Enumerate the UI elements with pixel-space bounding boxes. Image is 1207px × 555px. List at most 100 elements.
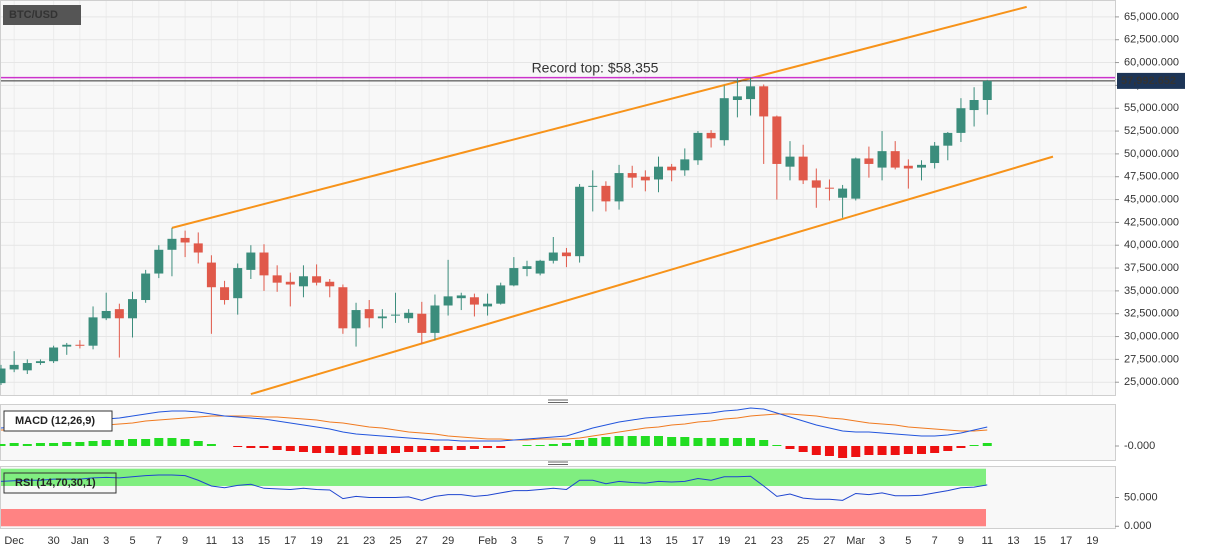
macd-histogram-bar bbox=[732, 438, 742, 446]
candle-body bbox=[903, 165, 913, 169]
x-tick-label: 17 bbox=[1060, 535, 1072, 547]
macd-histogram-bar bbox=[351, 446, 361, 455]
x-tick-label: 13 bbox=[639, 535, 651, 547]
chart-title: BTC/USD bbox=[9, 9, 58, 21]
y-tick-label: 65,000.000 bbox=[1124, 11, 1179, 23]
macd-histogram-bar bbox=[811, 446, 821, 455]
y-tick-label: 60,000.000 bbox=[1124, 56, 1179, 68]
macd-histogram-bar bbox=[575, 440, 585, 446]
macd-histogram-bar bbox=[0, 444, 6, 446]
candle-body bbox=[35, 361, 45, 364]
candle-body bbox=[0, 368, 6, 384]
candle-body bbox=[640, 176, 650, 181]
macd-histogram-bar bbox=[417, 446, 427, 452]
macd-histogram-bar bbox=[667, 437, 677, 446]
panel-handle[interactable] bbox=[548, 399, 568, 403]
macd-histogram-bar bbox=[233, 446, 243, 447]
macd-histogram-bar bbox=[798, 446, 808, 452]
candle-body bbox=[62, 344, 72, 347]
candle-body bbox=[377, 316, 387, 319]
x-tick-label: Jan bbox=[71, 535, 89, 547]
y-tick-label: 55,000.000 bbox=[1124, 102, 1179, 114]
x-tick-label: Dec bbox=[4, 535, 24, 547]
x-tick-label: 7 bbox=[156, 535, 162, 547]
candle-body bbox=[811, 180, 821, 188]
macd-histogram-bar bbox=[890, 446, 900, 455]
macd-histogram-bar bbox=[9, 443, 19, 446]
candle-body bbox=[772, 116, 782, 164]
macd-histogram-bar bbox=[640, 436, 650, 446]
candle-body bbox=[575, 186, 585, 257]
candle-body bbox=[627, 173, 637, 178]
candle-body bbox=[943, 132, 953, 146]
macd-histogram-bar bbox=[114, 440, 124, 446]
y-tick-label: 30,000.000 bbox=[1124, 330, 1179, 342]
rsi-band bbox=[1, 509, 986, 527]
macd-panel bbox=[0, 404, 1116, 461]
x-tick-label: 25 bbox=[389, 535, 401, 547]
candle-body bbox=[548, 252, 558, 261]
macd-histogram-bar bbox=[246, 446, 256, 448]
macd-histogram-bar bbox=[483, 446, 493, 448]
macd-histogram-bar bbox=[49, 443, 59, 446]
macd-histogram-bar bbox=[956, 446, 966, 448]
candle-body bbox=[496, 285, 506, 304]
candle-body bbox=[259, 252, 269, 276]
macd-histogram-bar bbox=[456, 446, 466, 450]
rsi-label-box bbox=[3, 472, 117, 494]
candle-body bbox=[180, 237, 190, 243]
candle-body bbox=[88, 317, 98, 346]
candle-body bbox=[483, 303, 493, 307]
x-tick-label: 13 bbox=[232, 535, 244, 547]
macd-histogram-bar bbox=[680, 437, 690, 446]
y-tick-label: 35,000.000 bbox=[1124, 285, 1179, 297]
macd-histogram-bar bbox=[128, 439, 137, 446]
candle-body bbox=[167, 238, 177, 250]
candle-body bbox=[614, 173, 624, 202]
macd-histogram-bar bbox=[522, 445, 532, 446]
x-tick-label: 15 bbox=[1034, 535, 1046, 547]
x-tick-label: Feb bbox=[478, 535, 497, 547]
macd-histogram-bar bbox=[772, 445, 782, 446]
macd-histogram-bar bbox=[167, 438, 177, 446]
candle-body bbox=[824, 187, 834, 189]
macd-signal-line bbox=[1, 413, 988, 441]
macd-histogram-bar bbox=[285, 446, 295, 451]
panel-handle[interactable] bbox=[548, 461, 568, 465]
macd-histogram-bar bbox=[903, 446, 913, 454]
candle-body bbox=[206, 262, 216, 288]
x-tick-label: 17 bbox=[284, 535, 296, 547]
macd-histogram-bar bbox=[404, 446, 414, 452]
y-tick-label: 37,500.000 bbox=[1124, 262, 1179, 274]
candle-body bbox=[114, 309, 124, 319]
candle-body bbox=[9, 364, 19, 370]
x-tick-label: 27 bbox=[416, 535, 428, 547]
candle-body bbox=[667, 166, 677, 171]
x-tick-label: 21 bbox=[744, 535, 756, 547]
candle-body bbox=[706, 132, 716, 139]
candle-body bbox=[785, 156, 795, 167]
x-tick-label: 25 bbox=[797, 535, 809, 547]
macd-histogram-bar bbox=[62, 442, 72, 446]
macd-histogram-bar bbox=[88, 441, 98, 446]
record-top-label: Record top: $58,355 bbox=[532, 59, 659, 75]
x-tick-label: 7 bbox=[932, 535, 938, 547]
x-tick-label: 5 bbox=[537, 535, 543, 547]
x-tick-label: 11 bbox=[206, 535, 217, 547]
macd-histogram-bar bbox=[180, 439, 190, 446]
y-tick-label: 40,000.000 bbox=[1124, 239, 1179, 251]
macd-histogram-bar bbox=[851, 446, 861, 457]
candle-body bbox=[509, 268, 519, 286]
macd-histogram-bar bbox=[325, 446, 335, 453]
y-tick-label: 50,000.000 bbox=[1124, 148, 1179, 160]
title-box bbox=[3, 5, 81, 25]
candle-body bbox=[917, 164, 926, 168]
candle-body bbox=[49, 347, 59, 362]
rsi-band bbox=[1, 468, 986, 486]
candle-body bbox=[272, 275, 282, 283]
candle-body bbox=[325, 281, 335, 287]
macd-histogram-bar bbox=[101, 440, 111, 446]
candle-body bbox=[561, 252, 571, 257]
